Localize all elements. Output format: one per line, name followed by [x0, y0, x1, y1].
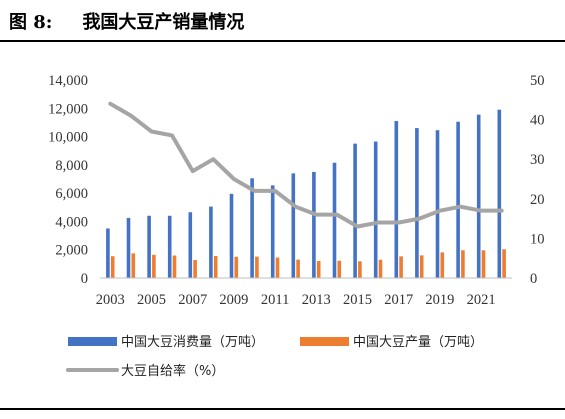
x-tick-label: 2007 [178, 292, 207, 308]
self-sufficiency-line-group [108, 101, 504, 229]
left-tick-label: 14,000 [48, 73, 88, 89]
top-rule [0, 40, 565, 42]
production-bar-2019 [440, 252, 445, 278]
consumption-bar-2021 [476, 114, 481, 279]
consumption-bar-2003 [106, 228, 110, 278]
x-tick-label: 2011 [261, 292, 289, 308]
consumption-bar-2004 [126, 217, 131, 278]
x-tick-label: 2021 [467, 292, 496, 308]
consumption-bars [106, 109, 502, 279]
production-bar-2007 [193, 260, 197, 278]
legend: 中国大豆消费量（万吨） 中国大豆产量（万吨） 大豆自给率（%） [66, 335, 483, 379]
consumption-bar-2022 [497, 109, 502, 278]
self-sufficiency-line [108, 101, 504, 229]
left-tick-label: 2,000 [55, 243, 88, 259]
x-tick-label: 2019 [425, 292, 454, 308]
consumption-bar-2009 [229, 193, 234, 278]
consumption-bar-2007 [188, 212, 193, 278]
consumption-bar-2020 [456, 121, 460, 278]
figure-title: 图 8: 我国大豆产销量情况 [9, 8, 244, 34]
production-bar-2014 [337, 260, 342, 278]
consumption-bar-2018 [415, 128, 419, 278]
production-bar-2017 [399, 256, 403, 278]
legend-production-label: 中国大豆产量（万吨） [353, 335, 483, 350]
production-bar-2022 [502, 249, 506, 278]
consumption-bar-2005 [147, 215, 151, 278]
left-tick-label: 4,000 [55, 214, 88, 230]
production-bar-2006 [172, 255, 177, 278]
right-axis-ticks: 0 10 20 30 40 50 [530, 73, 545, 287]
x-tick-label: 2015 [343, 292, 372, 308]
x-tick-label: 2005 [137, 292, 166, 308]
production-bar-2004 [131, 253, 136, 278]
x-axis-ticks: 2003 2005 2007 2009 2011 2013 2015 2017 2019 2021 [96, 292, 496, 308]
x-tick-label: 2017 [384, 292, 413, 308]
legend-consumption-label: 中国大豆消费量（万吨） [121, 335, 264, 350]
x-tick-label: 2009 [219, 292, 248, 308]
production-bar-2011 [275, 257, 280, 278]
left-tick-label: 6,000 [55, 186, 88, 202]
right-tick-label: 0 [530, 271, 537, 287]
production-bar-2010 [255, 256, 259, 278]
production-bar-2015 [358, 261, 362, 278]
right-tick-label: 20 [530, 192, 545, 208]
right-tick-label: 50 [530, 73, 545, 89]
production-bar-2021 [481, 250, 486, 278]
production-bar-2012 [296, 259, 300, 278]
consumption-bar-2019 [435, 130, 440, 278]
production-bar-2018 [419, 255, 424, 278]
production-bar-2008 [213, 256, 218, 278]
figure-name: 我国大豆产销量情况 [82, 12, 245, 33]
production-bar-2016 [378, 259, 383, 278]
bottom-rule [0, 408, 565, 410]
left-tick-label: 10,000 [48, 130, 88, 146]
right-tick-label: 10 [530, 231, 545, 247]
right-tick-label: 40 [530, 113, 545, 129]
left-axis-ticks: 0 2,000 4,000 6,000 8,000 10,000 12,000 14,000 [48, 73, 88, 287]
production-bar-2013 [316, 261, 321, 278]
legend-self-sufficiency-label: 大豆自给率（%） [121, 363, 224, 379]
left-tick-label: 0 [81, 271, 88, 287]
production-bar-2003 [110, 256, 115, 278]
production-bar-2020 [461, 250, 465, 278]
right-tick-label: 30 [530, 152, 545, 168]
left-tick-label: 8,000 [55, 158, 88, 174]
consumption-bar-2011 [270, 185, 275, 278]
consumption-bar-2017 [394, 121, 399, 278]
production-bars [110, 249, 506, 278]
consumption-bar-2013 [312, 171, 316, 278]
legend-production-swatch [300, 337, 349, 346]
figure-label: 图 8: [9, 12, 53, 33]
x-tick-label: 2013 [302, 292, 331, 308]
consumption-bar-2012 [291, 173, 296, 278]
consumption-bar-2016 [373, 141, 378, 278]
legend-consumption-swatch [68, 337, 117, 346]
consumption-bar-2006 [167, 215, 172, 278]
consumption-bar-2014 [332, 162, 337, 278]
x-tick-label: 2003 [96, 292, 125, 308]
consumption-bar-2015 [353, 143, 357, 278]
production-bar-2005 [152, 254, 156, 278]
consumption-bar-2008 [209, 206, 213, 278]
consumption-bar-2010 [250, 178, 254, 278]
production-bar-2009 [234, 256, 239, 278]
left-tick-label: 12,000 [48, 101, 88, 117]
